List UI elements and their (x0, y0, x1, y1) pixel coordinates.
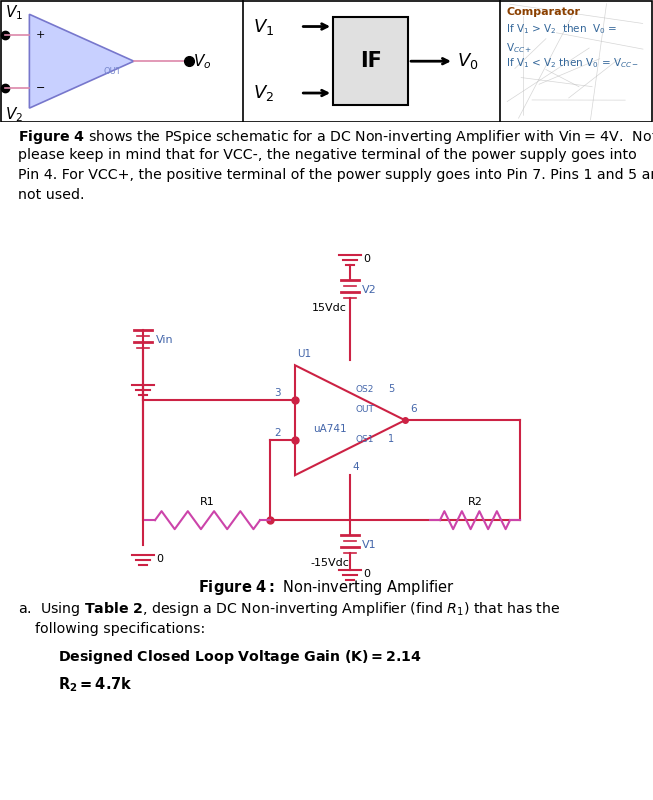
Text: $V_o$: $V_o$ (193, 52, 212, 70)
Text: OUT: OUT (355, 406, 374, 414)
Text: V1: V1 (362, 540, 377, 550)
Text: 0: 0 (156, 554, 163, 564)
Text: Vin: Vin (156, 335, 174, 346)
Text: If V$_1$ > V$_2$  then  V$_0$ =: If V$_1$ > V$_2$ then V$_0$ = (506, 22, 618, 36)
Text: R2: R2 (468, 497, 483, 507)
Text: V$_{CC+}$: V$_{CC+}$ (506, 41, 532, 54)
Text: 1: 1 (388, 434, 394, 444)
Text: $\mathbf{R_2 = 4.7k}$: $\mathbf{R_2 = 4.7k}$ (58, 675, 133, 694)
Text: OS1: OS1 (355, 435, 374, 444)
Text: Comparator: Comparator (506, 7, 580, 18)
Text: 6: 6 (410, 404, 417, 414)
Text: OUT: OUT (103, 67, 121, 76)
Text: 3: 3 (274, 388, 281, 398)
Text: 0: 0 (363, 254, 370, 264)
Text: $\mathbf{Designed\ Closed\ Loop\ Voltage\ Gain\ (K) = 2.14}$: $\mathbf{Designed\ Closed\ Loop\ Voltage… (58, 648, 422, 666)
Text: 2: 2 (274, 428, 281, 438)
Text: 15Vdc: 15Vdc (312, 303, 347, 314)
Text: -15Vdc: -15Vdc (310, 558, 349, 568)
Text: uA741: uA741 (313, 424, 347, 434)
Text: U1: U1 (297, 350, 311, 359)
Text: $\mathbf{Figure\ 4:}$ Non-inverting Amplifier: $\mathbf{Figure\ 4:}$ Non-inverting Ampl… (198, 578, 454, 597)
Text: V2: V2 (362, 286, 377, 295)
Text: $V_2$: $V_2$ (5, 105, 24, 124)
Text: If V$_1$ < V$_2$ then V$_0$ = V$_{CC-}$: If V$_1$ < V$_2$ then V$_0$ = V$_{CC-}$ (506, 56, 639, 70)
Text: following specifications:: following specifications: (35, 622, 205, 636)
Text: a.  Using $\mathbf{Table\ 2}$, design a DC Non-inverting Amplifier (find $\mathb: a. Using $\mathbf{Table\ 2}$, design a D… (18, 600, 560, 618)
Bar (333, 17, 408, 106)
Polygon shape (29, 14, 134, 108)
Text: please keep in mind that for VCC-, the negative terminal of the power supply goe: please keep in mind that for VCC-, the n… (18, 148, 637, 162)
Text: IF: IF (360, 51, 381, 71)
Text: not used.: not used. (18, 188, 84, 202)
Text: $\mathbf{Figure\ 4}$ shows the PSpice schematic for a DC Non-inverting Amplifier: $\mathbf{Figure\ 4}$ shows the PSpice sc… (18, 128, 653, 146)
Text: $V_0$: $V_0$ (457, 51, 479, 71)
Text: 0: 0 (363, 569, 370, 579)
Text: 5: 5 (388, 384, 394, 394)
Text: 4: 4 (352, 462, 358, 472)
Text: R1: R1 (200, 497, 215, 507)
Text: +: + (36, 30, 45, 40)
Text: −: − (36, 82, 45, 93)
Text: $V_1$: $V_1$ (253, 17, 274, 37)
Text: OS2: OS2 (355, 386, 374, 394)
Text: $V_1$: $V_1$ (5, 3, 24, 22)
Text: Pin 4. For VCC+, the positive terminal of the power supply goes into Pin 7. Pins: Pin 4. For VCC+, the positive terminal o… (18, 168, 653, 182)
Text: $V_2$: $V_2$ (253, 83, 274, 103)
